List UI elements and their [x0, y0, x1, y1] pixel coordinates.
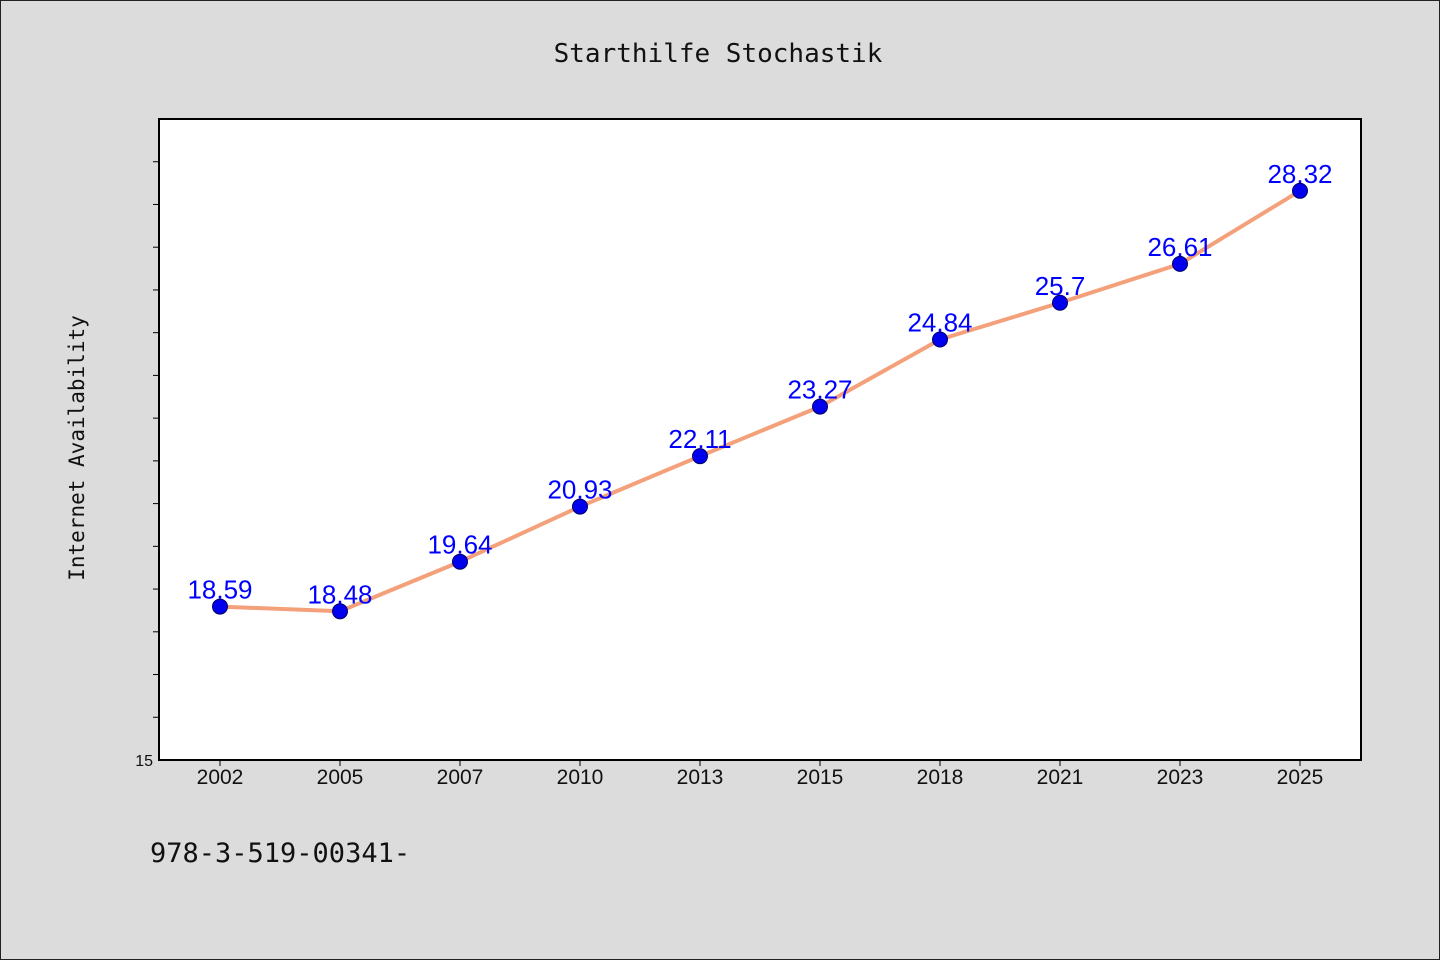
x-tick-label: 2005 [317, 766, 364, 789]
data-label: 18.59 [187, 575, 252, 605]
plot-area [158, 118, 1362, 761]
data-label: 23.27 [787, 375, 852, 405]
y-axis-ticks: 15 [135, 161, 159, 770]
data-label: 25.7 [1035, 271, 1086, 301]
data-point [572, 498, 588, 515]
x-tick-label: 2007 [437, 766, 484, 789]
data-point [332, 603, 348, 620]
y-tick-label: 15 [135, 753, 153, 770]
data-label: 28.32 [1267, 159, 1332, 189]
x-tick-label: 2015 [797, 766, 844, 789]
data-point [452, 553, 468, 570]
series-line [219, 189, 1302, 614]
data-label: 22.11 [668, 424, 731, 454]
y-axis-label: Internet Availability [65, 315, 89, 581]
x-tick-label: 2018 [917, 766, 964, 789]
data-label: 24.84 [907, 308, 972, 338]
x-tick-label: 2002 [197, 766, 244, 789]
data-point [212, 598, 228, 615]
data-labels-layer: 18.59 18.48 19.64 20.93 22.11 23.27 24.84 25.7 2… [187, 159, 1332, 609]
chart-title: Starthilfe Stochastik [554, 39, 883, 69]
x-axis-ticks: 2002 2005 2007 2010 2013 2015 2018 2021 2023 2025 [197, 760, 1324, 789]
data-point [1292, 182, 1308, 199]
data-point [692, 448, 708, 465]
data-point [812, 398, 828, 415]
data-point [1172, 255, 1188, 272]
data-label: 19.64 [427, 530, 492, 560]
data-label: 20.93 [547, 475, 612, 505]
data-point [932, 331, 948, 348]
x-tick-label: 2010 [557, 766, 604, 789]
data-point [1052, 294, 1068, 311]
data-label: 18.48 [307, 579, 372, 609]
data-label: 26.61 [1147, 232, 1212, 262]
x-tick-label: 2021 [1037, 766, 1084, 789]
x-tick-label: 2025 [1277, 766, 1324, 789]
markers-layer [212, 182, 1308, 620]
x-tick-label: 2013 [677, 766, 724, 789]
series-line-layer [219, 189, 1302, 614]
x-tick-label: 2023 [1157, 766, 1204, 789]
footer-isbn-text: 978-3-519-00341- [150, 838, 410, 869]
